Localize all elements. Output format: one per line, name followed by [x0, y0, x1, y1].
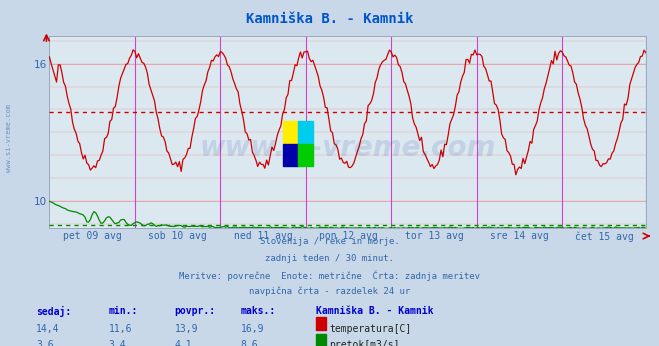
- Text: 13,9: 13,9: [175, 324, 198, 334]
- Text: Kamniška B. - Kamnik: Kamniška B. - Kamnik: [316, 306, 434, 316]
- Text: temperatura[C]: temperatura[C]: [330, 324, 412, 334]
- Text: www.si-vreme.com: www.si-vreme.com: [200, 134, 496, 162]
- Text: Slovenija / reke in morje.: Slovenija / reke in morje.: [260, 237, 399, 246]
- Text: 16,9: 16,9: [241, 324, 264, 334]
- Text: min.:: min.:: [109, 306, 138, 316]
- Text: sedaj:: sedaj:: [36, 306, 71, 317]
- Text: zadnji teden / 30 minut.: zadnji teden / 30 minut.: [265, 254, 394, 263]
- Text: 14,4: 14,4: [36, 324, 60, 334]
- Text: www.si-vreme.com: www.si-vreme.com: [5, 104, 12, 172]
- Text: 3,4: 3,4: [109, 340, 127, 346]
- Text: 3,6: 3,6: [36, 340, 54, 346]
- Text: pretok[m3/s]: pretok[m3/s]: [330, 340, 400, 346]
- Text: Kamniška B. - Kamnik: Kamniška B. - Kamnik: [246, 12, 413, 26]
- Text: povpr.:: povpr.:: [175, 306, 215, 316]
- Text: 4,1: 4,1: [175, 340, 192, 346]
- Text: navpična črta - razdelek 24 ur: navpična črta - razdelek 24 ur: [249, 287, 410, 296]
- Text: 8,6: 8,6: [241, 340, 258, 346]
- Text: Meritve: povrečne  Enote: metrične  Črta: zadnja meritev: Meritve: povrečne Enote: metrične Črta: …: [179, 270, 480, 281]
- Text: maks.:: maks.:: [241, 306, 275, 316]
- Text: 11,6: 11,6: [109, 324, 132, 334]
